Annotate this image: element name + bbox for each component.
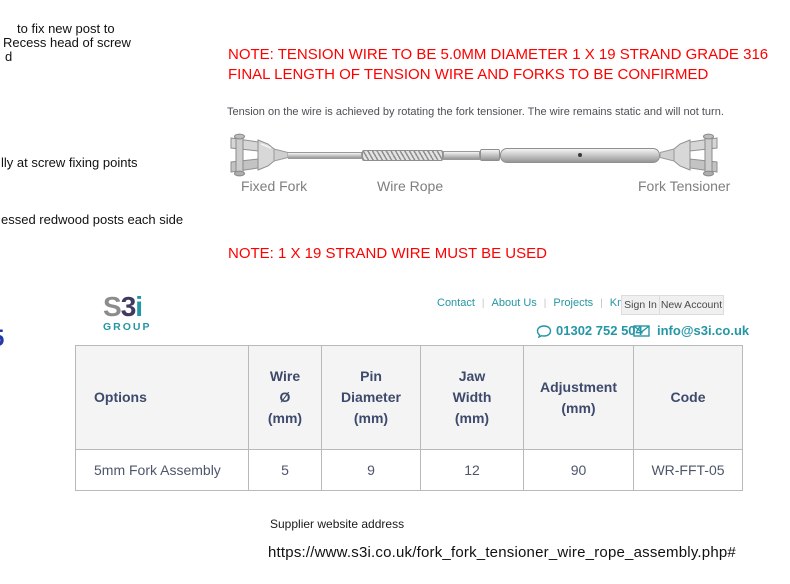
nav-separator: | bbox=[600, 297, 603, 309]
cell-option-name: 5mm Fork Assembly bbox=[75, 449, 249, 491]
logo-letter-i: i bbox=[135, 291, 143, 322]
note-strand-wire: NOTE: 1 X 19 STRAND WIRE MUST BE USED bbox=[228, 245, 547, 262]
lock-nut bbox=[480, 149, 501, 161]
label-fixed-fork: Fixed Fork bbox=[241, 178, 308, 194]
nav-about-us[interactable]: About Us bbox=[491, 297, 537, 309]
wire-rope-assembly-image bbox=[228, 132, 720, 178]
spec-table: Options Wire Ø (mm) Pin Diameter (mm) Ja… bbox=[75, 345, 743, 491]
swage-rod bbox=[288, 151, 362, 159]
logo-letter-3: 3 bbox=[120, 291, 137, 322]
fragment-screw-fixing-points: lly at screw fixing points bbox=[1, 155, 138, 170]
header-adjustment: Adjustment (mm) bbox=[523, 345, 634, 450]
left-edge-cut-glyph: 5 bbox=[0, 327, 5, 351]
fragment-recess-head: Recess head of screw bbox=[3, 35, 131, 50]
chat-bubble-icon bbox=[536, 325, 552, 338]
sign-in-button[interactable]: Sign In bbox=[621, 295, 660, 315]
header-jaw-width: Jaw Width (mm) bbox=[420, 345, 524, 450]
fork-tensioner-icon bbox=[660, 133, 718, 177]
nav-separator: | bbox=[543, 297, 547, 309]
email-address[interactable]: info@s3i.co.uk bbox=[657, 323, 750, 338]
nav-projects[interactable]: Projects bbox=[553, 297, 594, 309]
nav-contact[interactable]: Contact bbox=[437, 297, 475, 309]
swage-tube bbox=[442, 150, 481, 160]
spec-table-row: 5mm Fork Assembly 5 9 12 90 WR-FFT-05 bbox=[75, 449, 743, 491]
cell-wire-diameter: 5 bbox=[248, 449, 322, 491]
logo-letter-s: S bbox=[103, 291, 122, 322]
cell-code: WR-FFT-05 bbox=[633, 449, 743, 491]
supplier-website-label: Supplier website address bbox=[270, 517, 405, 531]
tensioner-barrel bbox=[500, 147, 660, 163]
header-code: Code bbox=[633, 345, 743, 450]
label-fork-tensioner: Fork Tensioner bbox=[638, 178, 731, 194]
note-tension-wire-line2: FINAL LENGTH OF TENSION WIRE AND FORKS T… bbox=[228, 65, 709, 83]
new-account-button[interactable]: New Account bbox=[660, 295, 724, 315]
fixed-fork-icon bbox=[230, 133, 288, 177]
nav-separator: | bbox=[481, 297, 485, 309]
cell-jaw-width: 12 bbox=[420, 449, 524, 491]
barrel-hole bbox=[578, 153, 583, 157]
phone-number[interactable]: 01302 752 504 bbox=[556, 323, 643, 338]
s3i-logo: S3i GROUP bbox=[103, 291, 152, 334]
fragment-d: d bbox=[5, 49, 13, 64]
label-wire-rope: Wire Rope bbox=[377, 178, 444, 194]
spec-table-header-row: Options Wire Ø (mm) Pin Diameter (mm) Ja… bbox=[75, 345, 743, 450]
wire-rope-braid bbox=[362, 149, 443, 161]
header-wire-diameter: Wire Ø (mm) bbox=[248, 345, 322, 450]
left-edge-cut-glyph-char: 5 bbox=[0, 327, 5, 351]
supplier-url: https://www.s3i.co.uk/fork_fork_tensione… bbox=[268, 544, 736, 561]
fragment-fix-new-post: to fix new post to bbox=[17, 21, 115, 36]
cell-pin-diameter: 9 bbox=[321, 449, 421, 491]
header-options: Options bbox=[75, 345, 249, 450]
fragment-redwood-posts: essed redwood posts each side bbox=[1, 212, 184, 227]
note-tension-wire: NOTE: TENSION WIRE TO BE 5.0MM DIAMETER … bbox=[228, 45, 768, 84]
figure-caption: Tension on the wire is achieved by rotat… bbox=[227, 106, 724, 118]
envelope-icon bbox=[633, 325, 650, 337]
s3i-logo-text: S3i bbox=[103, 291, 152, 322]
header-pin-diameter: Pin Diameter (mm) bbox=[321, 345, 421, 450]
note-tension-wire-line1: NOTE: TENSION WIRE TO BE 5.0MM DIAMETER … bbox=[228, 46, 769, 63]
cell-adjustment: 90 bbox=[523, 449, 634, 491]
logo-group-text: GROUP bbox=[103, 321, 152, 333]
